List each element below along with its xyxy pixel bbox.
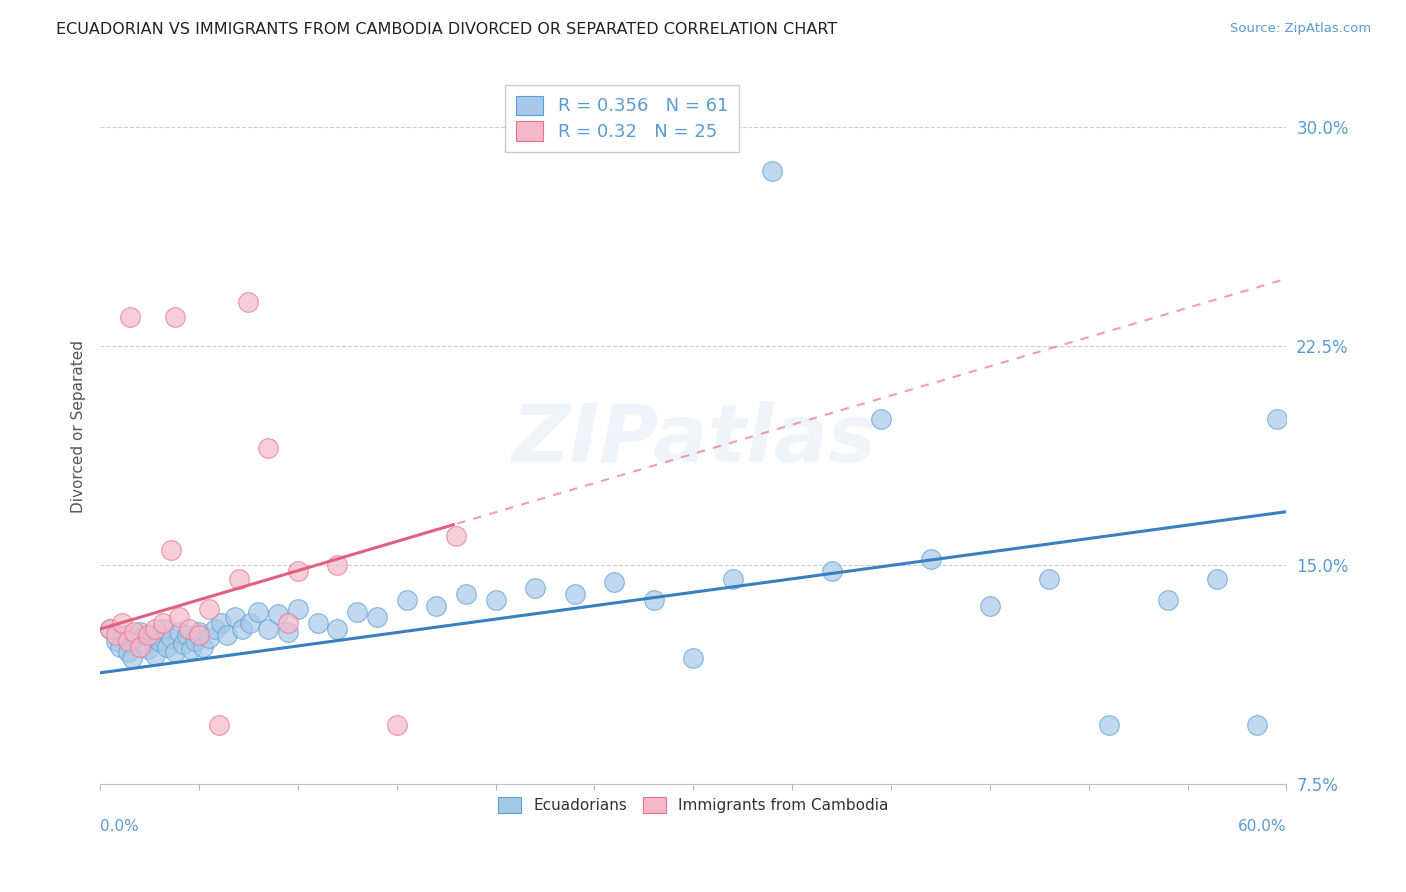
Legend: Ecuadorians, Immigrants from Cambodia: Ecuadorians, Immigrants from Cambodia [492,791,894,819]
Point [761,163,783,178]
Point [870,412,893,426]
Point [721,573,744,587]
Point [172,637,194,651]
Point [682,651,704,665]
Point [136,628,159,642]
Point [1246,718,1268,732]
Point [104,628,127,642]
Point [209,616,232,631]
Point [425,599,447,613]
Point [152,616,174,631]
Point [215,628,238,642]
Point [121,651,143,665]
Point [1157,592,1180,607]
Point [198,631,221,645]
Point [165,645,187,659]
Point [152,622,174,636]
Point [180,642,202,657]
Point [122,624,145,639]
Point [524,581,547,595]
Point [117,633,139,648]
Point [267,607,290,622]
Point [160,543,183,558]
Point [98,622,121,636]
Point [603,575,626,590]
Point [307,616,329,631]
Point [1206,573,1229,587]
Point [118,310,141,324]
Point [346,605,368,619]
Point [188,624,211,639]
Point [167,624,190,639]
Point [117,645,139,659]
Point [141,628,163,642]
Point [1265,412,1288,426]
Point [111,616,134,631]
Point [112,628,135,642]
Point [454,587,477,601]
Point [979,599,1001,613]
Point [366,610,388,624]
Y-axis label: Divorced or Separated: Divorced or Separated [72,340,86,513]
Text: Source: ZipAtlas.com: Source: ZipAtlas.com [1230,22,1371,36]
Point [444,528,467,542]
Point [148,633,170,648]
Point [145,648,167,663]
Point [247,605,270,619]
Point [184,633,207,648]
Point [108,640,131,654]
Point [228,573,250,587]
Point [821,564,844,578]
Point [191,640,214,654]
Point [231,622,253,636]
Point [277,616,299,631]
Text: ZIPatlas: ZIPatlas [510,401,876,479]
Point [136,642,159,657]
Point [208,718,231,732]
Point [277,624,299,639]
Point [204,622,226,636]
Point [1097,718,1119,732]
Text: 60.0%: 60.0% [1237,819,1286,834]
Point [287,564,309,578]
Point [125,631,148,645]
Point [132,637,155,651]
Point [395,592,418,607]
Point [104,633,127,648]
Point [643,592,665,607]
Point [198,601,221,615]
Point [326,558,349,572]
Point [177,622,200,636]
Point [176,628,198,642]
Point [145,622,167,636]
Point [1038,573,1060,587]
Point [257,441,280,455]
Text: 0.0%: 0.0% [100,819,139,834]
Point [920,552,942,566]
Point [156,640,179,654]
Point [165,310,187,324]
Point [484,592,506,607]
Point [167,610,190,624]
Point [188,628,211,642]
Point [160,631,183,645]
Point [128,624,150,639]
Point [326,622,349,636]
Point [128,640,150,654]
Point [224,610,246,624]
Point [98,622,121,636]
Point [238,295,260,310]
Text: ECUADORIAN VS IMMIGRANTS FROM CAMBODIA DIVORCED OR SEPARATED CORRELATION CHART: ECUADORIAN VS IMMIGRANTS FROM CAMBODIA D… [56,22,838,37]
Point [257,622,280,636]
Point [239,616,262,631]
Point [287,601,309,615]
Point [564,587,586,601]
Point [385,718,408,732]
